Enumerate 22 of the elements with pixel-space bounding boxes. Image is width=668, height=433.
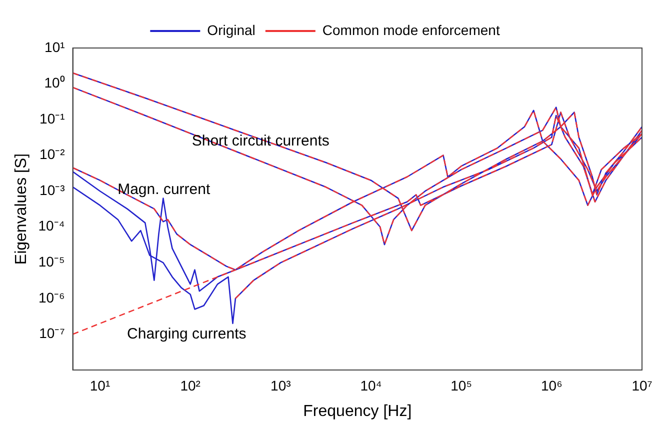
y-tick-label: 10⁻¹ [40,110,66,126]
x-tick-label: 10² [180,377,201,394]
y-tick-label: 10⁻⁴ [38,218,65,234]
x-tick-label: 10³ [270,377,292,394]
y-tick-label: 10¹ [44,38,66,55]
y-tick-label: 10⁻⁶ [38,289,65,306]
x-axis-title: Frequency [Hz] [303,402,412,420]
y-tick-label: 10⁻³ [40,182,66,198]
x-tick-label: 10⁶ [540,377,562,394]
annotation: Magn. current [118,180,211,198]
legend-label: Common mode enforcement [322,22,500,38]
x-tick-label: 10⁵ [450,377,472,394]
y-tick-label: 10⁻² [40,146,66,162]
annotation: Charging currents [127,326,246,343]
y-tick-label: 10⁰ [44,74,65,91]
y-tick-label: 10⁻⁷ [39,325,65,342]
legend-label: Original [207,22,256,38]
x-tick-label: 10⁷ [632,377,652,394]
y-tick-label: 10⁻⁵ [38,254,65,270]
y-axis-title: Eigenvalues [S] [13,153,30,265]
x-tick-label: 10¹ [90,377,110,394]
x-tick-label: 10⁴ [360,377,382,394]
